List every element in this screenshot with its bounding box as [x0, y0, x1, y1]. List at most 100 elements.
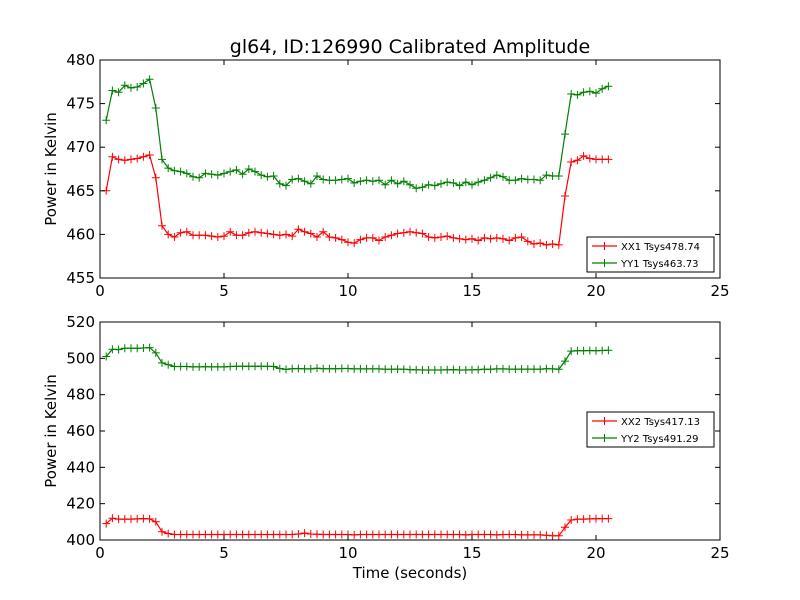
- top-data-point-1: [288, 232, 297, 241]
- top-data-point-1: [368, 233, 377, 242]
- bottom-data-point-2: [158, 358, 166, 367]
- top-data-point-2: [350, 179, 359, 187]
- top-data-point-2: [554, 172, 563, 180]
- top-data-point-2: [393, 179, 402, 188]
- bottom-data-point-1: [102, 519, 111, 528]
- bottom-data-point-2: [164, 360, 173, 369]
- top-data-point-1: [554, 240, 563, 249]
- top-data-point-2: [170, 166, 179, 175]
- bottom-data-point-1: [604, 514, 613, 523]
- top-data-point-1: [164, 230, 173, 239]
- top-data-point-2: [108, 86, 117, 95]
- top-data-point-2: [474, 178, 483, 187]
- bottom-y-tick-label: 440: [66, 458, 95, 476]
- top-legend-box: [586, 236, 715, 273]
- top-data-point-2: [337, 175, 346, 184]
- top-x-tick-label: 20: [586, 282, 605, 300]
- bottom-plot-area: [102, 343, 613, 540]
- bottom-data-point-2: [102, 352, 111, 361]
- top-data-point-1: [536, 239, 545, 248]
- top-data-point-2: [282, 181, 290, 190]
- top-data-point-2: [313, 172, 321, 180]
- top-data-point-1: [182, 227, 191, 236]
- top-data-point-1: [406, 227, 414, 236]
- top-data-point-1: [418, 229, 427, 238]
- top-data-point-2: [257, 171, 266, 180]
- bottom-data-point-1: [151, 517, 160, 526]
- top-data-point-2: [176, 167, 185, 176]
- top-data-point-1: [207, 232, 216, 241]
- top-data-point-1: [480, 233, 489, 242]
- top-data-point-1: [567, 158, 576, 166]
- top-data-point-2: [226, 167, 235, 176]
- top-x-ticks: 0 5 10 15 20 25: [95, 60, 730, 300]
- top-data-point-2: [213, 171, 222, 180]
- bottom-data-point-1: [561, 523, 569, 532]
- top-data-point-2: [399, 177, 408, 186]
- top-data-point-2: [406, 180, 414, 189]
- legend-marker-xx2: [600, 417, 609, 425]
- top-data-point-1: [387, 231, 396, 240]
- bottom-data-point-1: [158, 527, 166, 536]
- top-data-point-1: [294, 225, 303, 234]
- top-data-point-2: [319, 175, 328, 184]
- top-data-point-1: [530, 240, 538, 248]
- top-data-point-1: [561, 192, 569, 200]
- top-data-point-2: [356, 177, 365, 186]
- top-data-point-1: [399, 228, 408, 237]
- top-x-tick-label: 0: [95, 282, 105, 300]
- top-data-point-1: [114, 155, 123, 164]
- top-data-point-1: [474, 236, 483, 245]
- top-data-point-2: [133, 83, 142, 91]
- bottom-data-point-1: [294, 530, 303, 538]
- bottom-y-ticks: 400 420 440 460 480 500 520: [66, 313, 720, 549]
- bottom-y-axis-label: Power in Kelvin: [42, 374, 60, 488]
- legend-label-yy1: YY1 Tsys463.73: [620, 259, 699, 270]
- top-data-point-1: [449, 233, 458, 242]
- top-data-point-2: [579, 88, 588, 97]
- top-data-point-2: [430, 181, 439, 190]
- bottom-data-point-2: [604, 346, 613, 355]
- bottom-x-tick-label: 15: [462, 544, 481, 562]
- top-data-point-1: [282, 230, 290, 239]
- top-y-tick-label: 465: [66, 182, 95, 200]
- top-data-point-2: [418, 183, 427, 192]
- top-legend: XX1 Tsys478.74 YY1 Tsys463.73: [586, 236, 715, 273]
- top-plot-area: [102, 75, 613, 249]
- top-data-point-1: [499, 234, 507, 243]
- top-data-point-1: [604, 155, 613, 164]
- top-data-point-1: [120, 156, 129, 165]
- top-data-point-2: [412, 184, 421, 193]
- top-data-point-1: [381, 233, 390, 241]
- top-data-point-2: [592, 89, 600, 98]
- bottom-chart: 0 5 10 15 20 25 400 420 440 460 480 500 520 Power i…: [42, 313, 730, 582]
- bottom-data-point-2: [269, 362, 278, 371]
- bottom-x-tick-label: 10: [338, 544, 357, 562]
- top-data-point-2: [164, 164, 173, 173]
- top-data-point-1: [158, 221, 166, 230]
- bottom-y-tick-label: 400: [66, 531, 95, 549]
- top-data-point-2: [244, 165, 253, 173]
- top-data-point-1: [108, 152, 117, 161]
- top-data-point-1: [542, 240, 551, 249]
- top-data-point-1: [133, 154, 142, 163]
- bottom-y-tick-label: 500: [66, 349, 95, 367]
- top-data-point-2: [102, 116, 111, 125]
- top-data-point-1: [579, 151, 588, 160]
- top-data-point-1: [486, 234, 495, 243]
- top-data-point-2: [530, 175, 538, 184]
- top-data-point-1: [344, 238, 352, 247]
- top-data-point-2: [585, 87, 594, 96]
- bottom-data-point-2: [306, 364, 315, 373]
- top-data-point-1: [443, 232, 452, 241]
- top-data-point-2: [238, 170, 247, 179]
- top-data-point-2: [306, 179, 315, 188]
- top-data-point-1: [325, 233, 334, 241]
- bottom-data-point-2: [114, 345, 123, 354]
- top-data-point-2: [375, 176, 383, 185]
- top-data-point-2: [362, 176, 371, 185]
- top-data-point-2: [368, 177, 377, 186]
- top-data-point-1: [356, 235, 365, 244]
- top-data-point-1: [455, 234, 464, 243]
